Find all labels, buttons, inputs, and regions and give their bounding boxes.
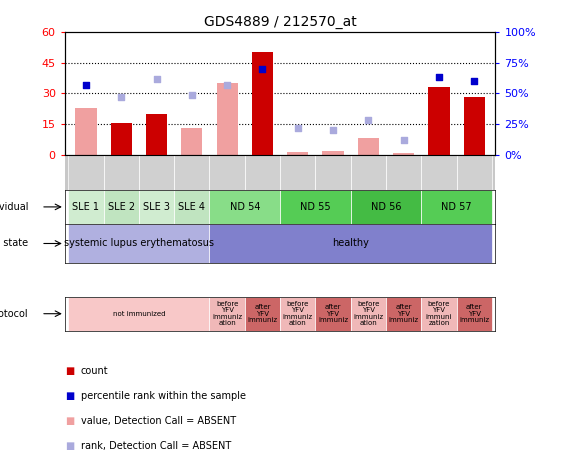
Text: after
YFV
immuniz: after YFV immuniz [318, 304, 348, 323]
Text: ND 56: ND 56 [371, 202, 401, 212]
Bar [457, 297, 492, 331]
Text: after
YFV
immuniz: after YFV immuniz [247, 304, 278, 323]
Bar [393, 153, 414, 155]
Text: ND 57: ND 57 [441, 202, 472, 212]
Point [152, 75, 161, 82]
Bar [421, 297, 457, 331]
Text: ■: ■ [65, 441, 74, 451]
Point [82, 81, 91, 88]
Bar [104, 155, 139, 189]
Point [470, 77, 479, 85]
Point [329, 127, 338, 134]
Bar [209, 224, 492, 263]
Bar [421, 189, 492, 224]
Bar [280, 155, 315, 189]
Bar [358, 139, 379, 155]
Text: disease state: disease state [0, 238, 28, 249]
Bar [68, 189, 104, 224]
Bar [209, 189, 280, 224]
Text: after
YFV
immuniz: after YFV immuniz [388, 304, 419, 323]
Text: ■: ■ [65, 416, 74, 426]
Text: before
YFV
immuni
zation: before YFV immuni zation [426, 301, 452, 327]
Bar [428, 87, 449, 155]
Bar [139, 189, 174, 224]
Bar [386, 297, 421, 331]
Point [364, 117, 373, 124]
Bar [75, 108, 96, 155]
Bar [181, 128, 203, 155]
Text: ND 55: ND 55 [300, 202, 330, 212]
Text: healthy: healthy [332, 238, 369, 249]
Bar [315, 297, 351, 331]
Bar [174, 189, 209, 224]
Point [293, 124, 302, 131]
Text: before
YFV
immuniz
ation: before YFV immuniz ation [354, 301, 383, 327]
Bar [323, 151, 343, 155]
Point [222, 81, 231, 88]
Bar [68, 155, 104, 189]
Bar [139, 155, 174, 189]
Point [258, 65, 267, 72]
Bar [464, 97, 485, 155]
Text: ■: ■ [65, 366, 74, 376]
Bar [386, 155, 421, 189]
Bar [245, 155, 280, 189]
Point [187, 91, 196, 98]
Bar [351, 155, 386, 189]
Bar [217, 83, 238, 155]
Text: SLE 3: SLE 3 [143, 202, 170, 212]
Bar [209, 155, 245, 189]
Bar [287, 152, 309, 155]
Bar [280, 297, 315, 331]
Text: ND 54: ND 54 [230, 202, 260, 212]
Bar [68, 297, 209, 331]
Point [117, 93, 126, 101]
Bar [315, 155, 351, 189]
Title: GDS4889 / 212570_at: GDS4889 / 212570_at [204, 15, 356, 29]
Text: systemic lupus erythematosus: systemic lupus erythematosus [64, 238, 214, 249]
Text: value, Detection Call = ABSENT: value, Detection Call = ABSENT [81, 416, 236, 426]
Text: rank, Detection Call = ABSENT: rank, Detection Call = ABSENT [81, 441, 231, 451]
Text: before
YFV
immuniz
ation: before YFV immuniz ation [283, 301, 313, 327]
Text: individual: individual [0, 202, 28, 212]
Text: ■: ■ [65, 391, 74, 401]
Bar [209, 297, 245, 331]
Point [435, 74, 444, 81]
Point [399, 136, 408, 144]
Bar [111, 123, 132, 155]
Bar [252, 52, 273, 155]
Bar [245, 297, 280, 331]
Text: not immunized: not immunized [113, 311, 165, 317]
Text: SLE 2: SLE 2 [108, 202, 135, 212]
Text: SLE 4: SLE 4 [178, 202, 205, 212]
Bar [421, 155, 457, 189]
Bar [351, 297, 386, 331]
Text: SLE 1: SLE 1 [73, 202, 100, 212]
Text: count: count [81, 366, 108, 376]
Text: protocol: protocol [0, 308, 28, 319]
Text: before
YFV
immuniz
ation: before YFV immuniz ation [212, 301, 242, 327]
Bar [174, 155, 209, 189]
Text: percentile rank within the sample: percentile rank within the sample [81, 391, 245, 401]
Text: after
YFV
immuniz: after YFV immuniz [459, 304, 489, 323]
Bar [146, 114, 167, 155]
Bar [104, 189, 139, 224]
Bar [68, 224, 209, 263]
Bar [457, 155, 492, 189]
Bar [351, 189, 421, 224]
Bar [280, 189, 351, 224]
